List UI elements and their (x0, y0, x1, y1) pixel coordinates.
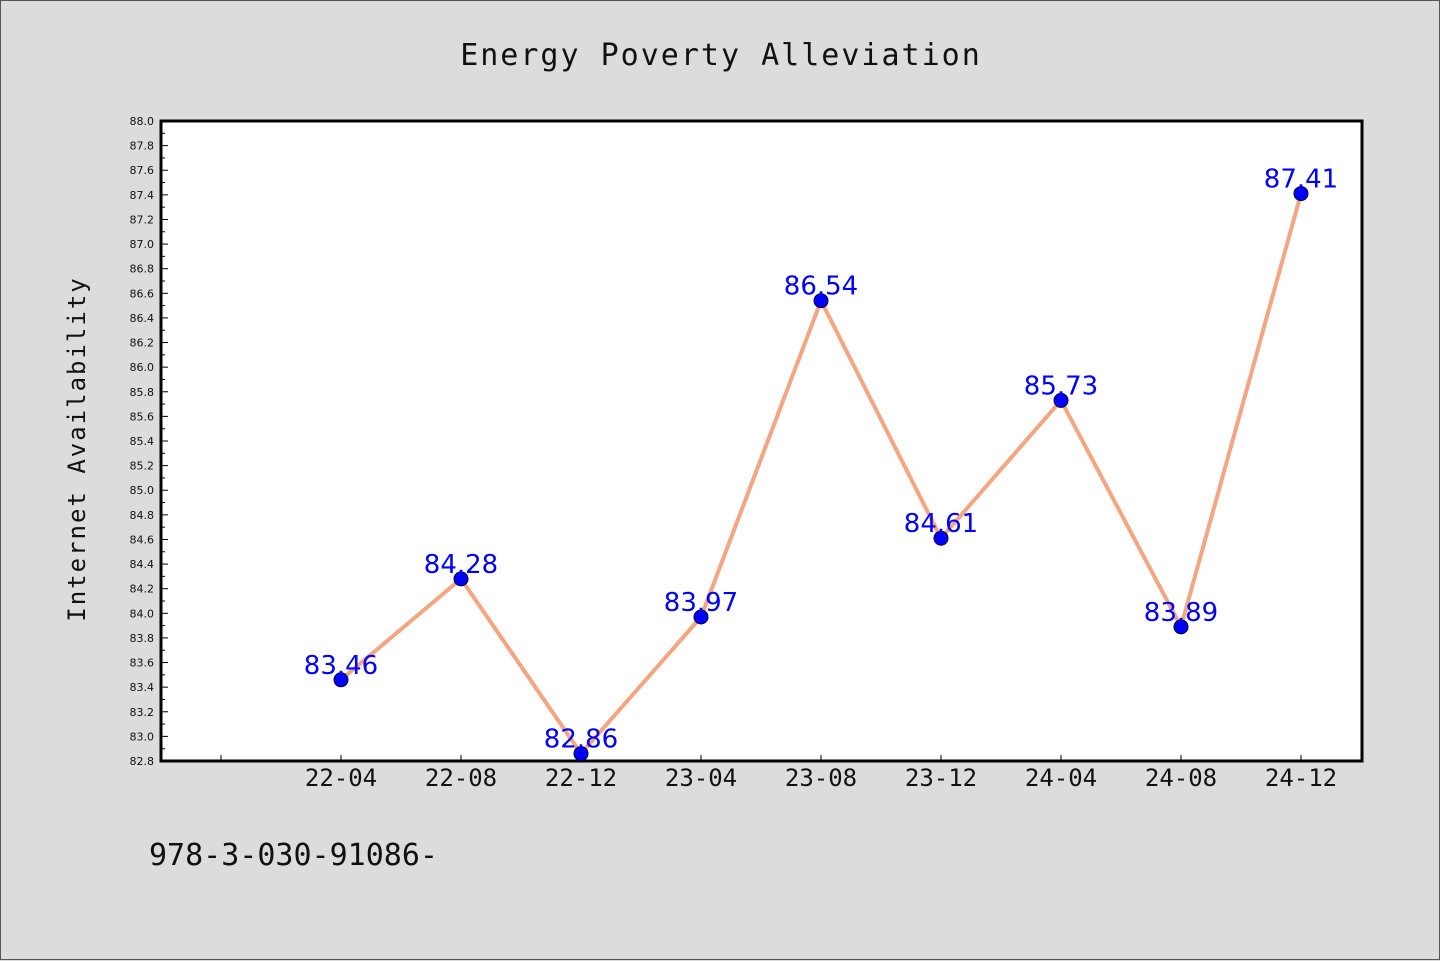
data-point (1293, 186, 1309, 202)
y-tick-label: 85.0 (130, 484, 155, 497)
data-label: 87.41 (1264, 165, 1338, 195)
data-label: 83.97 (664, 588, 738, 618)
data-labels: 83.46 84.28 82.86 83.97 86.54 84.61 85.73 83.89… (304, 165, 1338, 755)
data-point (573, 746, 589, 762)
y-tick-label: 85.4 (130, 435, 155, 448)
data-point (1053, 392, 1069, 408)
y-tick-label: 83.4 (130, 681, 155, 694)
y-tick-label: 86.6 (130, 287, 155, 300)
x-tick-label: 23-12 (905, 764, 977, 792)
y-tick-label: 85.8 (130, 386, 155, 399)
y-tick-label: 86.8 (130, 263, 155, 276)
markers (333, 186, 1309, 762)
y-tick-label: 84.2 (130, 583, 155, 596)
y-tick-label: 87.4 (130, 189, 155, 202)
data-label: 84.61 (904, 509, 978, 539)
x-tick-label: 22-12 (545, 764, 617, 792)
data-point (813, 293, 829, 309)
chart-title: Energy Poverty Alleviation (460, 38, 982, 73)
y-tick-label: 83.8 (130, 632, 155, 645)
y-tick-label: 84.8 (130, 509, 155, 522)
y-tick-label: 84.6 (130, 533, 155, 546)
data-label: 83.46 (304, 651, 378, 681)
y-tick-label: 87.8 (130, 140, 155, 153)
y-tick-label: 83.2 (130, 706, 155, 719)
x-tick-label: 24-08 (1145, 764, 1217, 792)
y-axis-title: Internet Availability (63, 276, 91, 621)
data-label: 85.73 (1024, 371, 1098, 401)
data-point (693, 609, 709, 625)
y-tick-label: 83.6 (130, 657, 155, 670)
footer-text: 978-3-030-91086- (149, 838, 438, 873)
data-label: 82.86 (544, 725, 618, 755)
y-tick-label: 85.6 (130, 410, 155, 423)
data-label: 83.89 (1144, 598, 1218, 628)
x-tick-label: 22-04 (305, 764, 377, 792)
y-tick-label: 83.0 (130, 730, 155, 743)
x-tick-label: 24-12 (1265, 764, 1337, 792)
data-point (333, 672, 349, 688)
x-tick-label: 23-08 (785, 764, 857, 792)
y-tick-label: 84.0 (130, 607, 155, 620)
y-tick-label: 86.2 (130, 337, 155, 350)
y-tick-label: 86.4 (130, 312, 155, 325)
x-tick-label: 22-08 (425, 764, 497, 792)
data-label: 86.54 (784, 272, 858, 302)
y-tick-label: 87.6 (130, 164, 155, 177)
axis-ticks: 82.8 83.0 83.2 83.4 83.6 83.8 84.0 84.2 84.4 84.6… (130, 115, 1338, 792)
x-tick-label: 23-04 (665, 764, 737, 792)
data-point (1173, 619, 1189, 635)
y-tick-label: 85.2 (130, 460, 155, 473)
y-tick-label: 84.4 (130, 558, 155, 571)
y-tick-label: 87.2 (130, 213, 155, 226)
y-tick-label: 82.8 (130, 755, 155, 768)
data-label: 84.28 (424, 550, 498, 580)
data-point (453, 571, 469, 587)
plot-area (159, 119, 1364, 763)
y-tick-label: 87.0 (130, 238, 155, 251)
data-point (933, 530, 949, 546)
x-tick-label: 24-04 (1025, 764, 1097, 792)
y-tick-label: 88.0 (130, 115, 155, 128)
y-tick-label: 86.0 (130, 361, 155, 374)
